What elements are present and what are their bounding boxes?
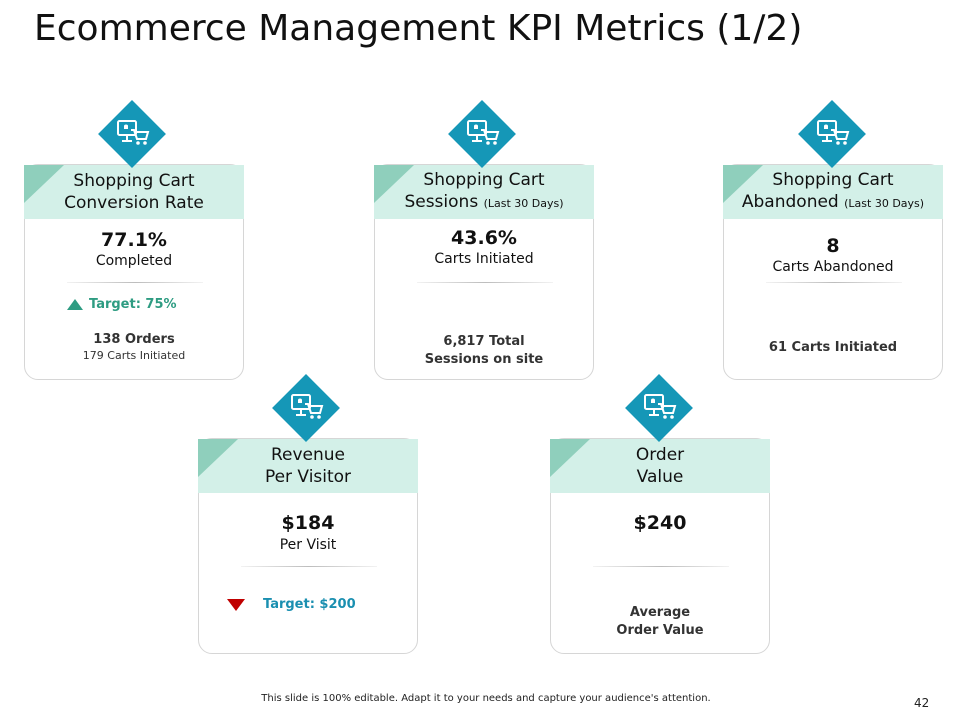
kpi-value: 8 — [826, 235, 840, 257]
triangle-down-icon — [227, 598, 245, 611]
conversion-rate-card: Shopping Cart Conversion Rate 77.1% Comp… — [24, 164, 244, 380]
card-title-line1: Shopping Cart — [73, 171, 195, 191]
kpi-value-label: Carts Abandoned — [772, 259, 894, 275]
kpi-value-label: Carts Initiated — [434, 251, 534, 267]
kpi-value: $184 — [281, 512, 335, 534]
kpi-value: 43.6% — [451, 227, 517, 249]
shopping-cart-monitor-icon — [448, 100, 516, 168]
card-title-line2: Abandoned (Last 30 Days) — [742, 191, 924, 215]
average-label-line2: Order Value — [616, 623, 704, 638]
card-header: Shopping Cart Abandoned (Last 30 Days) — [723, 165, 943, 219]
shopping-cart-monitor-icon — [272, 374, 340, 442]
carts-initiated-count: 61 Carts Initiated — [768, 340, 898, 355]
target-indicator: Target: $200 — [227, 597, 356, 612]
target-text: Target: $200 — [263, 597, 356, 612]
header-corner-accent — [24, 165, 64, 203]
divider — [417, 282, 553, 283]
page-number: 42 — [914, 696, 930, 710]
card-title-line1: Shopping Cart — [772, 170, 894, 190]
card-header: Shopping Cart Conversion Rate — [24, 165, 244, 219]
header-corner-accent — [374, 165, 414, 203]
kpi-value-label: Per Visit — [279, 537, 337, 553]
shopping-cart-monitor-icon — [625, 374, 693, 442]
revenue-per-visitor-card: Revenue Per Visitor $184 Per Visit Targe… — [198, 438, 418, 654]
card-title-line1: Order — [635, 445, 685, 465]
card-title-suffix: (Last 30 Days) — [844, 197, 925, 210]
total-sessions-line1: 6,817 Total — [443, 334, 525, 349]
header-corner-accent — [723, 165, 763, 203]
target-indicator: Target: 75% — [67, 297, 177, 312]
header-corner-accent — [198, 439, 238, 477]
kpi-value: 77.1% — [101, 229, 167, 251]
sessions-card: Shopping Cart Sessions (Last 30 Days) 43… — [374, 164, 594, 380]
card-title-main: Sessions — [404, 192, 479, 212]
card-title-line2: Conversion Rate — [64, 193, 204, 213]
kpi-value-label: Completed — [95, 253, 173, 269]
order-value-card: Order Value $240 Average Order Value — [550, 438, 770, 654]
divider — [766, 282, 902, 283]
card-header: Revenue Per Visitor — [198, 439, 418, 493]
orders-count: 138 Orders — [93, 332, 175, 347]
divider — [67, 282, 203, 283]
footer-note: This slide is 100% editable. Adapt it to… — [261, 693, 711, 704]
carts-initiated-count: 179 Carts Initiated — [82, 349, 186, 362]
card-header: Shopping Cart Sessions (Last 30 Days) — [374, 165, 594, 219]
card-title-suffix: (Last 30 Days) — [483, 197, 564, 210]
card-title-main: Abandoned — [741, 192, 839, 212]
card-title-line1: Revenue — [270, 445, 346, 465]
header-corner-accent — [550, 439, 590, 477]
triangle-up-icon — [67, 299, 83, 310]
shopping-cart-monitor-icon — [798, 100, 866, 168]
shopping-cart-monitor-icon — [98, 100, 166, 168]
divider — [593, 566, 729, 567]
card-title-line2: Sessions (Last 30 Days) — [404, 191, 563, 215]
card-title-line2: Value — [636, 467, 684, 487]
card-title-line1: Shopping Cart — [423, 170, 545, 190]
total-sessions-line2: Sessions on site — [424, 352, 544, 367]
divider — [241, 566, 377, 567]
average-label-line1: Average — [629, 605, 691, 620]
card-header: Order Value — [550, 439, 770, 493]
card-title-line2: Per Visitor — [264, 467, 352, 487]
kpi-value: $240 — [633, 512, 687, 534]
abandoned-card: Shopping Cart Abandoned (Last 30 Days) 8… — [723, 164, 943, 380]
slide-title: Ecommerce Management KPI Metrics (1/2) — [34, 8, 803, 49]
target-text: Target: 75% — [89, 297, 177, 312]
